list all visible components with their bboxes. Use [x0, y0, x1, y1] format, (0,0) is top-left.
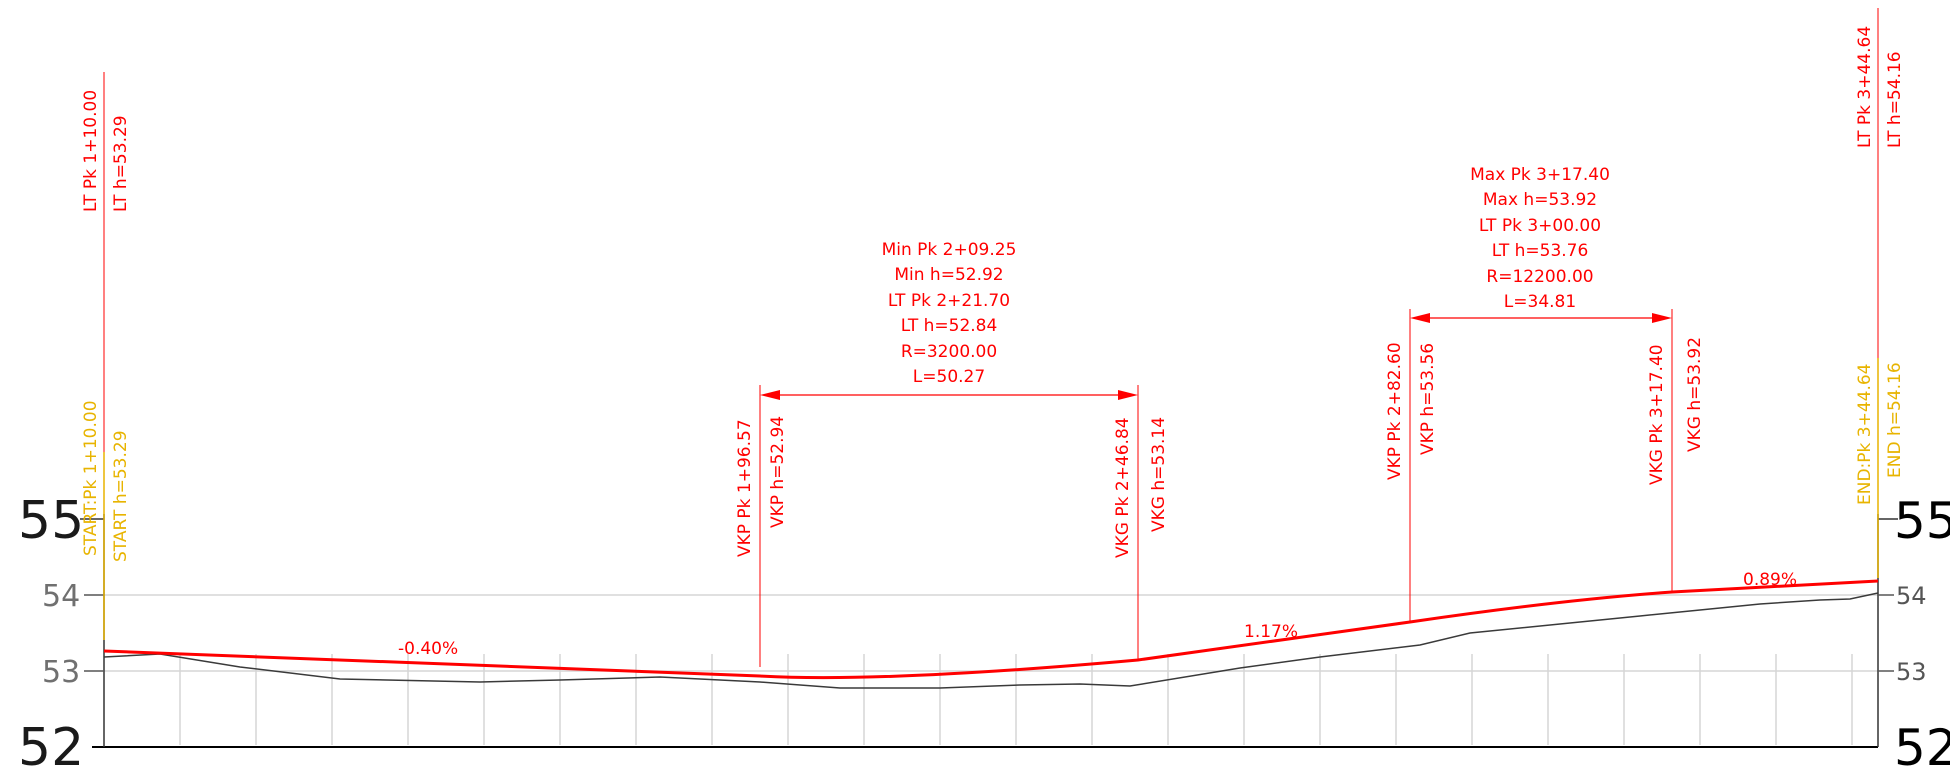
design-line	[103, 579, 1879, 680]
vertical-curve-1: VKP Pk 1+96.57 VKP h=52.94 VKG Pk 2+46.8…	[735, 240, 1169, 667]
right-axis-label-53: 53	[1896, 658, 1927, 686]
curve-1-arrow-right	[1118, 390, 1138, 400]
curve-2-info-line-5: R=12200.00	[1486, 267, 1593, 287]
lt-end-pk-label: LT Pk 3+44.64	[1855, 26, 1875, 148]
end-h-label: END h=54.16	[1885, 362, 1905, 478]
lt-end-h-label: LT h=54.16	[1885, 51, 1905, 148]
ground-line	[103, 592, 1879, 689]
vkg-1-h-label: VKG h=53.14	[1149, 417, 1169, 532]
right-axis-label-55: 55	[1894, 492, 1950, 550]
left-axis-label-54: 54	[42, 579, 80, 614]
vertical-grid	[179, 654, 1853, 745]
curve-1-info-line-4: LT h=52.84	[901, 316, 998, 336]
vkp-1-h-label: VKP h=52.94	[768, 416, 788, 528]
curve-2-info-line-1: Max Pk 3+17.40	[1470, 165, 1610, 185]
vkg-2-h-label: VKG h=53.92	[1685, 337, 1705, 452]
curve-1-arrow-left	[760, 390, 780, 400]
left-axis-label-55: 55	[18, 491, 84, 551]
start-h-label: START h=53.29	[111, 430, 131, 562]
curve-2-info-line-4: LT h=53.76	[1492, 241, 1589, 261]
grade-label-2: 1.17%	[1244, 622, 1298, 642]
lt-start-h-label: LT h=53.29	[111, 115, 131, 212]
start-pk-label: START:Pk 1+10.00	[81, 400, 101, 556]
vertical-curve-2: VKP Pk 2+82.60 VKP h=53.56 VKG Pk 3+17.4…	[1385, 165, 1705, 622]
horizontal-grid	[104, 594, 1878, 672]
right-axis-label-54: 54	[1896, 582, 1927, 610]
right-axis: 55 54 53 52	[1877, 492, 1950, 771]
curve-2-arrow-left	[1410, 313, 1430, 323]
curve-1-info-line-5: R=3200.00	[901, 342, 997, 362]
vkp-2-pk-label: VKP Pk 2+82.60	[1385, 342, 1405, 480]
vkp-2-h-label: VKP h=53.56	[1418, 343, 1438, 455]
curve-2-info-line-6: L=34.81	[1504, 292, 1576, 312]
right-axis-label-52: 52	[1894, 719, 1950, 771]
grade-label-3: 0.89%	[1743, 570, 1797, 590]
curve-1-info-line-6: L=50.27	[913, 367, 985, 387]
curve-2-info-line-2: Max h=53.92	[1483, 190, 1597, 210]
left-axis-label-52: 52	[18, 718, 84, 771]
end-pk-label: END:Pk 3+44.64	[1855, 363, 1875, 505]
curve-1-info-line-1: Min Pk 2+09.25	[882, 240, 1017, 260]
lt-start-pk-label: LT Pk 1+10.00	[81, 90, 101, 212]
curve-2-arrow-right	[1652, 313, 1672, 323]
left-axis-label-53: 53	[42, 655, 80, 690]
vkg-1-pk-label: VKG Pk 2+46.84	[1113, 417, 1133, 558]
grade-label-1: -0.40%	[398, 639, 458, 659]
vkg-2-pk-label: VKG Pk 3+17.40	[1647, 344, 1667, 485]
curve-2-info-line-3: LT Pk 3+00.00	[1479, 216, 1601, 236]
vkp-1-pk-label: VKP Pk 1+96.57	[735, 419, 755, 557]
curve-1-info-line-3: LT Pk 2+21.70	[888, 291, 1010, 311]
curve-1-info-line-2: Min h=52.92	[894, 265, 1003, 285]
